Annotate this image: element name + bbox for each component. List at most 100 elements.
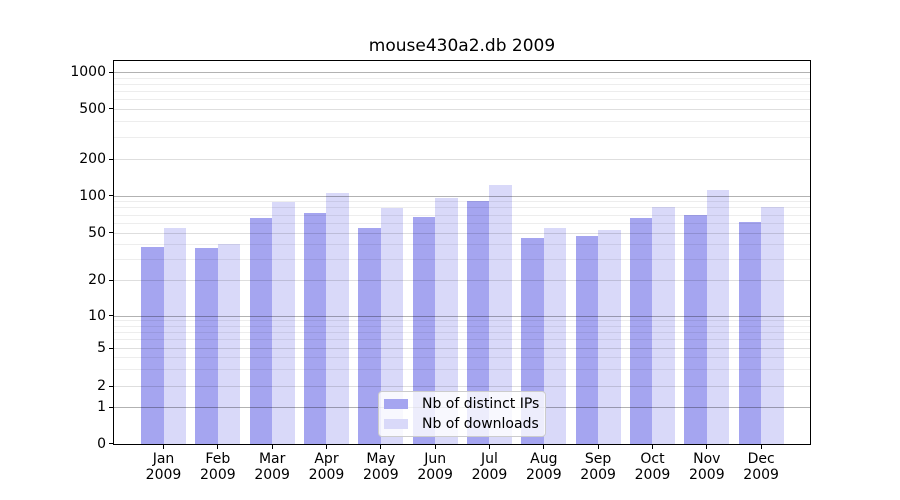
x-tick-month-aug: Aug [530, 451, 558, 467]
x-tick-year-jul: 2009 [471, 467, 508, 483]
x-tick-apr [325, 445, 327, 449]
bar-distinct-ips-apr [303, 213, 327, 444]
x-tick-month-mar: Mar [258, 451, 286, 467]
bar-distinct-ips-sep [575, 235, 599, 444]
y-tick-200 [109, 158, 113, 160]
y-tick-label-1000: 1000 [70, 64, 106, 80]
x-tick-year-sep: 2009 [580, 467, 616, 483]
x-tick-year-oct: 2009 [634, 467, 671, 483]
y-tick-1 [109, 406, 113, 408]
x-tick-month-may: May [366, 451, 396, 467]
legend-item-distinct-ips: Nb of distinct IPs [384, 395, 540, 413]
x-tick-aug [543, 445, 545, 449]
legend-swatch-distinct-ips [384, 399, 408, 409]
x-tick-sep [597, 445, 599, 449]
bar-downloads-jul [489, 185, 512, 444]
y-tick-label-100: 100 [79, 187, 106, 204]
x-tick-label-nov: Nov 2009 [675, 451, 739, 483]
bar-downloads-apr [326, 193, 349, 444]
bar-downloads-may [380, 208, 404, 444]
bar-distinct-ips-jul [466, 201, 490, 444]
x-tick-jun [434, 445, 436, 449]
bar-distinct-ips-feb [195, 248, 218, 444]
bar-distinct-ips-may [358, 228, 381, 444]
x-tick-year-apr: 2009 [308, 467, 345, 483]
x-tick-label-jan: Jan 2009 [132, 451, 196, 483]
bar-downloads-nov [706, 190, 730, 444]
x-tick-label-mar: Mar 2009 [240, 451, 304, 483]
x-tick-year-nov: 2009 [688, 467, 725, 483]
y-tick-5 [109, 347, 113, 349]
x-tick-label-jul: Jul 2009 [457, 451, 521, 483]
x-tick-label-may: May 2009 [349, 451, 413, 483]
x-tick-month-sep: Sep [584, 451, 612, 467]
bar-downloads-jan [163, 228, 186, 444]
x-tick-dec [760, 445, 762, 449]
x-tick-month-feb: Feb [205, 451, 231, 467]
y-tick-2 [109, 385, 113, 387]
legend-swatch-downloads [384, 419, 408, 429]
y-tick-label-500: 500 [79, 100, 106, 117]
bar-distinct-ips-mar [249, 218, 273, 444]
y-tick-500 [109, 108, 113, 109]
x-tick-month-apr: Apr [314, 451, 339, 467]
x-tick-label-aug: Aug 2009 [512, 451, 576, 483]
bar-distinct-ips-dec [738, 221, 762, 444]
x-tick-year-aug: 2009 [525, 467, 562, 483]
x-tick-year-may: 2009 [362, 467, 399, 483]
y-tick-label-50: 50 [88, 224, 106, 241]
x-tick-month-jan: Jan [152, 451, 175, 467]
y-tick-label-20: 20 [88, 272, 106, 288]
x-tick-oct [651, 445, 653, 449]
x-tick-month-oct: Oct [640, 451, 665, 467]
y-tick-label-1: 1 [97, 399, 106, 415]
bar-distinct-ips-nov [684, 214, 707, 444]
y-tick-label-10: 10 [88, 307, 106, 324]
bar-downloads-feb [217, 244, 241, 444]
legend-item-downloads: Nb of downloads [384, 415, 539, 433]
bar-downloads-jun [435, 197, 458, 444]
y-tick-20 [109, 279, 113, 281]
x-tick-label-apr: Apr 2009 [294, 451, 358, 483]
x-tick-label-jun: Jun 2009 [403, 451, 467, 483]
x-tick-month-nov: Nov [693, 451, 721, 467]
y-tick-1000 [109, 71, 113, 73]
x-tick-year-mar: 2009 [254, 467, 290, 483]
plot-area: Nb of distinct IPs Nb of downloads [113, 60, 811, 445]
x-tick-year-jan: 2009 [145, 467, 182, 483]
bar-downloads-oct [652, 207, 675, 444]
x-tick-month-dec: Dec [747, 451, 775, 467]
y-tick-label-200: 200 [79, 151, 106, 167]
bar-downloads-sep [598, 230, 621, 444]
x-tick-mar [271, 445, 273, 449]
x-tick-month-jul: Jul [481, 451, 498, 467]
x-tick-year-dec: 2009 [743, 467, 779, 483]
legend: Nb of distinct IPs Nb of downloads [378, 391, 546, 437]
x-tick-month-jun: Jun [424, 451, 447, 467]
y-tick-label-5: 5 [97, 340, 106, 356]
y-tick-50 [109, 232, 113, 233]
x-tick-label-feb: Feb 2009 [186, 451, 250, 483]
y-tick-100 [109, 195, 113, 196]
x-tick-year-feb: 2009 [200, 467, 236, 483]
x-tick-nov [706, 445, 708, 449]
bar-downloads-aug [543, 228, 567, 444]
x-tick-label-dec: Dec 2009 [729, 451, 793, 483]
y-tick-10 [109, 315, 113, 316]
x-tick-label-oct: Oct 2009 [620, 451, 684, 483]
legend-label-downloads: Nb of downloads [422, 415, 539, 432]
y-tick-label-0: 0 [97, 435, 106, 452]
x-tick-jan [163, 445, 164, 449]
bar-distinct-ips-oct [629, 218, 653, 444]
legend-label-distinct-ips: Nb of distinct IPs [422, 395, 540, 412]
x-tick-label-sep: Sep 2009 [566, 451, 630, 483]
bar-distinct-ips-jun [412, 216, 436, 444]
x-tick-jul [488, 445, 490, 449]
bar-downloads-mar [272, 201, 295, 444]
bar-downloads-dec [761, 207, 784, 444]
bar-distinct-ips-jan [141, 246, 164, 444]
chart-title: mouse430a2.db 2009 [368, 36, 556, 56]
x-tick-feb [217, 445, 219, 449]
y-tick-label-2: 2 [97, 378, 106, 394]
